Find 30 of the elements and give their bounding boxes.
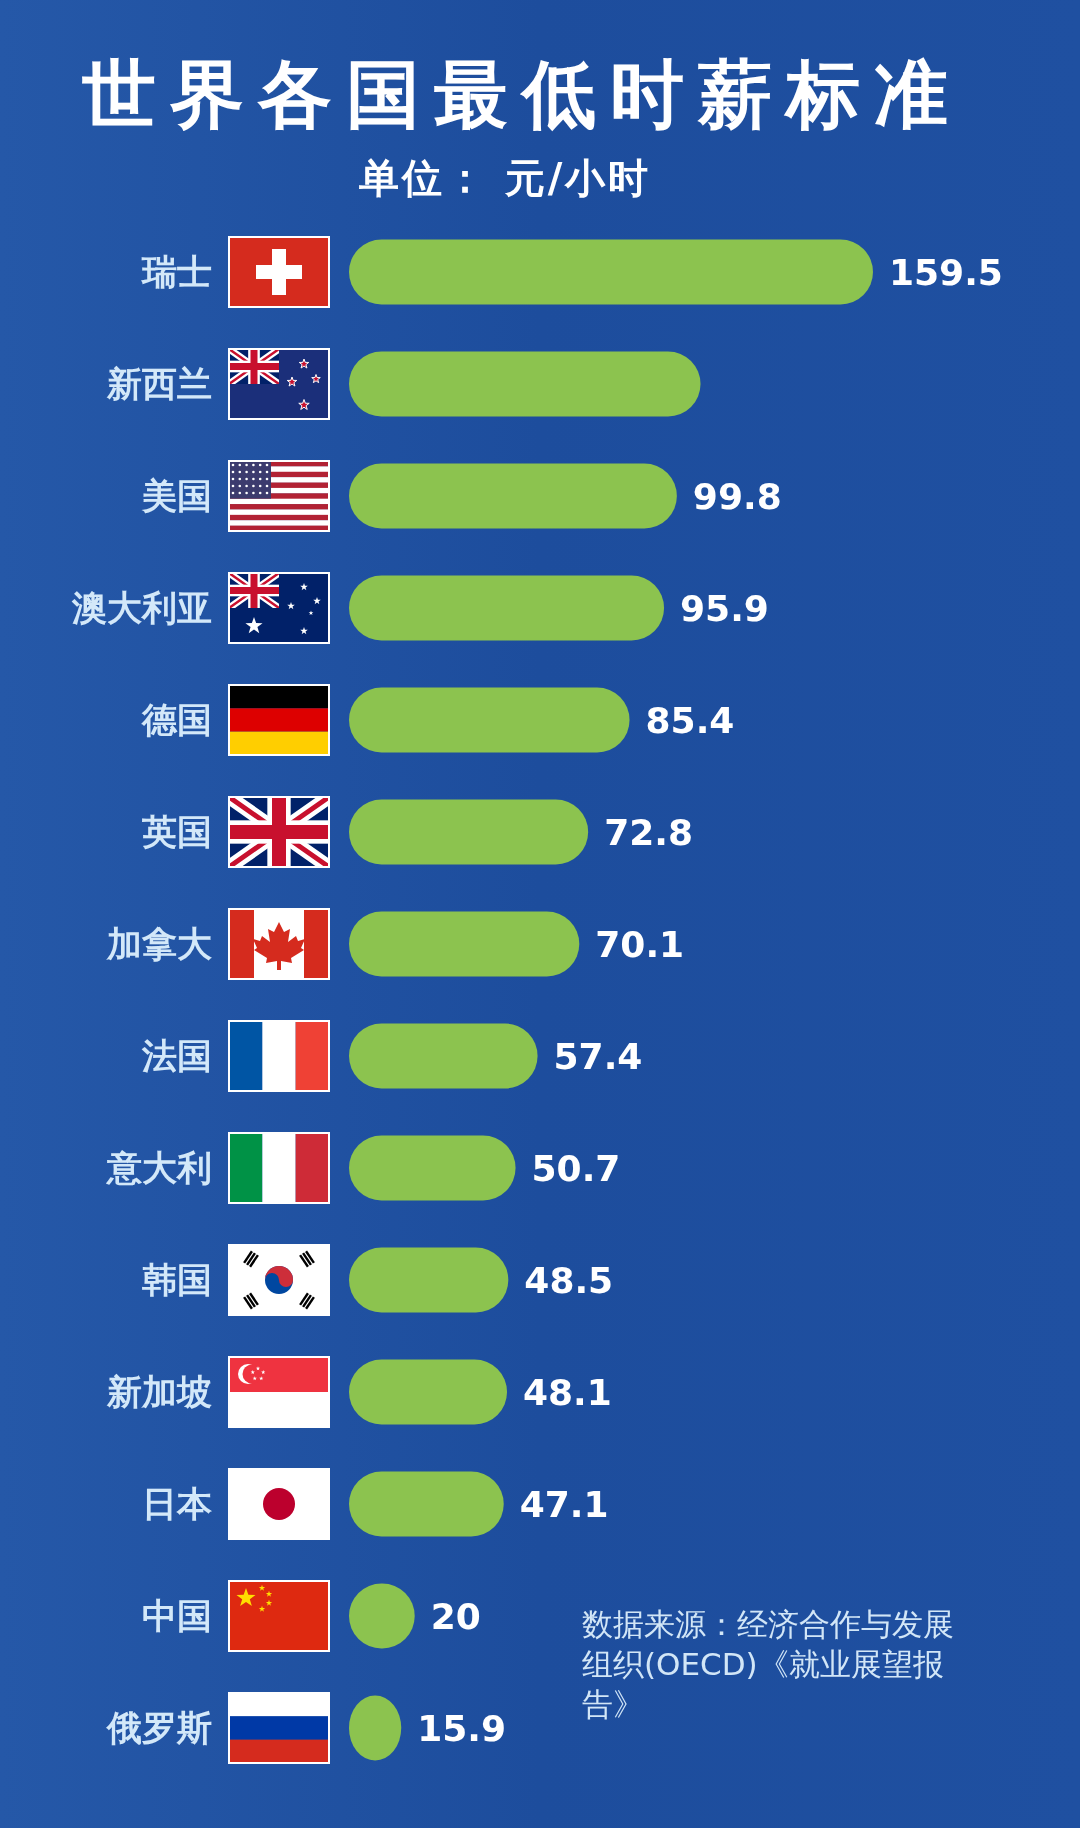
value-label: 85.4 <box>645 699 735 741</box>
value-label: 48.5 <box>524 1259 614 1301</box>
category-label: 新西兰 <box>107 364 212 404</box>
category-label: 德国 <box>142 700 212 740</box>
annotation: 数据来源：经济合作与发展组织(OECD)《就业展望报告》 <box>582 1605 955 1724</box>
subtitle: 单位： 元/小时 <box>358 155 652 201</box>
value-label: 95.9 <box>680 587 769 629</box>
category-label: 意大利 <box>107 1148 212 1188</box>
category-label: 瑞士 <box>142 252 212 292</box>
value-label: 47.1 <box>519 1483 609 1525</box>
value-label: 159.5 <box>889 251 1003 293</box>
category-label: 加拿大 <box>107 924 212 964</box>
value-label: 70.1 <box>595 923 685 965</box>
value-label: 50.7 <box>531 1147 621 1189</box>
value-label: 72.8 <box>604 811 693 853</box>
category-label: 日本 <box>142 1484 212 1524</box>
category-label: 韩国 <box>142 1260 212 1300</box>
category-label: 俄罗斯 <box>107 1708 212 1748</box>
title: 世界各国最低时薪标准 <box>82 51 962 137</box>
value-label: 48.1 <box>523 1371 612 1413</box>
value-label: 20 <box>430 1595 481 1637</box>
value-label: 99.8 <box>692 475 782 517</box>
value-label: 15.9 <box>417 1707 507 1749</box>
category-label: 中国 <box>142 1596 212 1636</box>
category-label: 法国 <box>142 1036 212 1076</box>
category-label: 英国 <box>142 812 212 852</box>
category-label: 澳大利亚 <box>72 588 212 628</box>
value-label: 57.4 <box>553 1035 643 1077</box>
category-label: 新加坡 <box>107 1372 212 1412</box>
category-label: 美国 <box>142 476 212 516</box>
